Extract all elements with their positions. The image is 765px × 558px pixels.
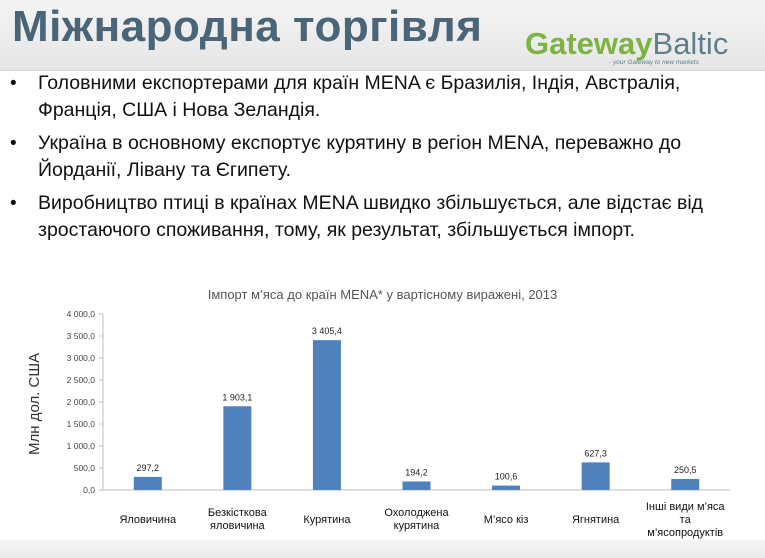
y-tick-label: 3 500,0 [67, 331, 96, 341]
bar-value-label: 194,2 [405, 467, 428, 477]
y-tick-label: 1 000,0 [67, 441, 96, 451]
x-tick-label: М’ясо кіз [463, 500, 549, 540]
x-tick-label: Охолоджена курятина [373, 500, 460, 540]
bullet-item: • Виробництво птиці в країнах MENA швидко… [8, 190, 758, 244]
bullet-dot: • [10, 133, 17, 154]
slide-header: Міжнародна торгівля GatewayBaltic - your… [0, 0, 765, 71]
bullet-text: Виробництво птиці в країнах MENA швидко … [38, 192, 704, 241]
bullet-dot: • [10, 193, 17, 214]
x-tick-label: Яловичина [105, 500, 191, 540]
y-tick-label: 3 000,0 [67, 353, 96, 363]
bar [581, 462, 610, 490]
logo-wordmark: GatewayBaltic [525, 28, 750, 59]
x-tick-label: Безкісткова яловичина [194, 500, 281, 540]
bar [671, 478, 700, 490]
x-tick-label: Ягнятина [552, 500, 639, 540]
bar-value-label: 100,6 [495, 472, 518, 482]
bar [312, 340, 341, 490]
bar [223, 406, 252, 490]
bar-value-label: 1 903,1 [222, 392, 252, 402]
y-tick-label: 500,0 [74, 463, 96, 473]
gateway-baltic-logo: GatewayBaltic - your Gateway to new mark… [525, 28, 750, 68]
bar-value-label: 250,5 [674, 465, 697, 475]
y-tick-label: 1 500,0 [67, 419, 96, 429]
bullet-item: • Головними експортерами для країн MENA є… [8, 70, 758, 124]
logo-word-green: Gateway [525, 26, 653, 61]
bar-value-label: 627,3 [584, 448, 607, 458]
bar-value-label: 3 405,4 [312, 326, 342, 336]
bullet-text: Головними експортерами для країн MENA є … [38, 72, 681, 121]
logo-tagline: - your Gateway to new markets [609, 59, 699, 66]
bar [492, 485, 521, 490]
bar-value-label: 297,2 [137, 463, 160, 473]
slide-title: Міжнародна торгівля [12, 2, 483, 51]
x-tick-label: Курятина [284, 500, 370, 540]
bar [402, 481, 431, 490]
x-tick-label: Інші види м’яса та м’ясопродуктів [642, 500, 728, 540]
logo-word-gray: Baltic [652, 26, 729, 61]
y-tick-label: 2 500,0 [67, 375, 96, 385]
bullet-dot: • [10, 73, 17, 94]
bullet-text: Україна в основному експортує курятину в… [38, 132, 682, 181]
bar [133, 476, 162, 490]
y-tick-label: 2 000,0 [67, 397, 96, 407]
chart-title: Імпорт м’яса до країн MENA* у вартісному… [207, 287, 558, 302]
bullet-item: • Україна в основному експортує курятину … [8, 130, 758, 184]
bullet-list: • Головними експортерами для країн MENA є… [8, 70, 758, 250]
footer-strip [0, 540, 765, 558]
y-tick-label: 4 000,0 [67, 309, 96, 319]
y-tick-label: 0,0 [83, 485, 95, 495]
